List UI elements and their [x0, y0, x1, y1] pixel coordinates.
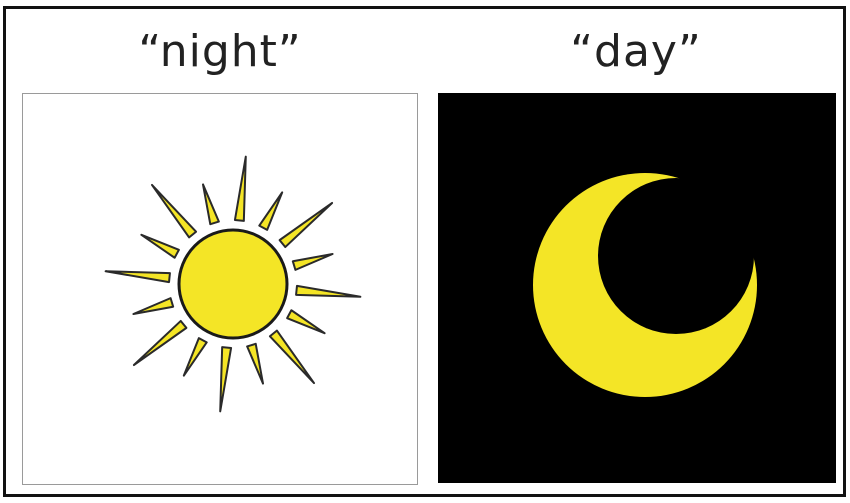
sun-disc — [177, 228, 289, 340]
sun-ray — [246, 342, 265, 385]
sun-ray — [291, 252, 334, 271]
label-night: “night” — [138, 26, 302, 77]
sun-ray — [278, 201, 334, 249]
sun-ray — [286, 309, 326, 335]
moon-panel — [438, 93, 836, 483]
sun-ray — [295, 284, 362, 298]
sun-ray — [268, 329, 316, 385]
sun-ray — [201, 183, 220, 226]
crescent-moon-icon — [438, 93, 836, 483]
sun-ray — [132, 297, 175, 316]
sun-ray — [182, 337, 208, 377]
label-day: “day” — [570, 26, 702, 77]
sun-icon — [104, 155, 362, 413]
sun-rays — [104, 155, 362, 413]
sun-ray — [150, 183, 198, 239]
sun-ray — [104, 270, 171, 284]
sun-ray — [132, 319, 188, 367]
sun-ray — [219, 346, 233, 413]
sun-panel — [22, 93, 418, 485]
sun-ray — [140, 233, 180, 259]
sun-ray — [233, 155, 247, 222]
sun-ray — [258, 191, 284, 231]
crescent-moon — [438, 93, 836, 483]
